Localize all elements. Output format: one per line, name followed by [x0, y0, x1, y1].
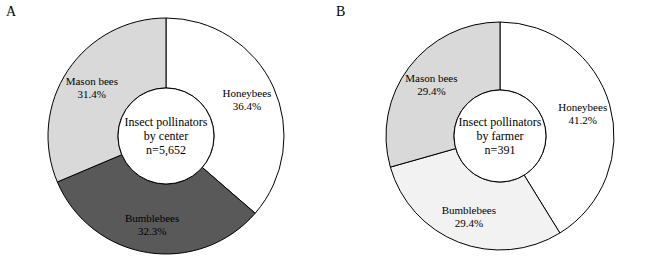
- center-text-line: Insect pollinators: [459, 115, 542, 129]
- slices: [386, 22, 614, 250]
- center-hole: [118, 88, 214, 184]
- data-label-category: Honeybees: [223, 87, 272, 99]
- data-label: Mason bees31.4%: [66, 75, 118, 100]
- panel-title: B: [336, 4, 345, 19]
- panel-title: A: [6, 4, 17, 19]
- data-label-category: Honeybees: [558, 101, 607, 113]
- data-labels: Honeybees41.2%Bumblebees29.4%Mason bees2…: [405, 72, 607, 229]
- center-text-line: by farmer: [477, 129, 524, 143]
- pie-chart: A Insect pollinatorsby centern=5,652 Honey…: [6, 4, 284, 254]
- pie-chart: B Insect pollinatorsby farmern=391 Honeybe…: [336, 4, 614, 250]
- center-text-line: Insect pollinators: [125, 115, 208, 129]
- data-label-value: 32.3%: [138, 225, 166, 237]
- data-label: Honeybees36.4%: [223, 87, 272, 112]
- data-label-value: 31.4%: [78, 88, 106, 100]
- data-label-category: Mason bees: [66, 75, 118, 87]
- data-label: Bumblebees32.3%: [125, 212, 179, 237]
- figure: AInsect pollinatorsby centern=5,652Honey…: [0, 0, 652, 260]
- data-label-category: Bumblebees: [125, 212, 179, 224]
- data-label: Bumblebees29.4%: [442, 204, 496, 229]
- slices: [48, 18, 284, 254]
- data-labels: Honeybees36.4%Bumblebees32.3%Mason bees3…: [66, 75, 272, 237]
- center-text-line: by center: [144, 129, 188, 143]
- data-label-value: 29.4%: [455, 217, 483, 229]
- center-hole: [454, 90, 546, 182]
- data-label-value: 36.4%: [233, 100, 261, 112]
- data-label: Honeybees41.2%: [558, 101, 607, 126]
- center-text-line: n=391: [485, 143, 516, 157]
- data-label-category: Bumblebees: [442, 204, 496, 216]
- data-label-value: 41.2%: [569, 114, 597, 126]
- data-label: Mason bees29.4%: [405, 72, 457, 97]
- data-label-value: 29.4%: [417, 85, 445, 97]
- center-text: Insect pollinatorsby centern=5,652: [125, 115, 208, 157]
- center-text-line: n=5,652: [146, 143, 186, 157]
- center-text: Insect pollinatorsby farmern=391: [459, 115, 542, 157]
- data-label-category: Mason bees: [405, 72, 457, 84]
